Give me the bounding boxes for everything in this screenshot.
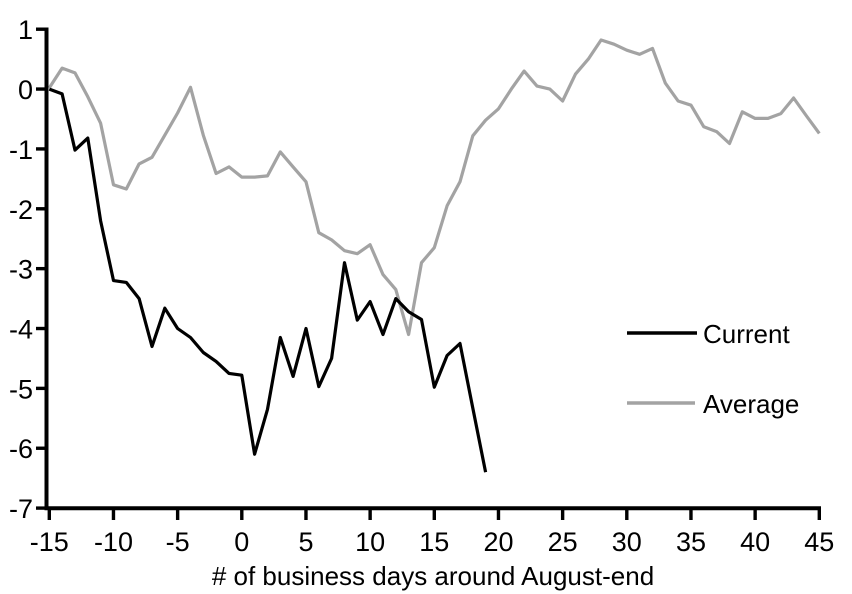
x-tick-label: 35	[676, 527, 706, 557]
x-tick-label: 10	[355, 527, 385, 557]
x-tick-label: 20	[483, 527, 513, 557]
y-tick-label: -7	[9, 494, 33, 524]
x-tick-label: 5	[298, 527, 313, 557]
y-axis-ticks	[36, 27, 46, 510]
x-tick-label: 15	[419, 527, 449, 557]
series-average-line	[47, 38, 821, 337]
legend-current-label: Current	[703, 319, 790, 349]
x-tick-label: 30	[612, 527, 642, 557]
x-tick-label: 0	[234, 527, 249, 557]
legend: Current Average	[627, 319, 799, 419]
series-current-line	[48, 87, 488, 473]
y-tick-label: -1	[9, 135, 33, 165]
y-tick-label: -5	[9, 374, 33, 404]
x-tick-label: -15	[30, 527, 69, 557]
y-tick-label: 0	[18, 75, 33, 105]
x-tick-label: -10	[94, 527, 133, 557]
y-tick-label: -2	[9, 195, 33, 225]
x-tick-label: 45	[804, 527, 834, 557]
x-tick-label: 25	[548, 527, 578, 557]
x-axis-tick-labels: -15 -10 -5 0 5 10 15 20 25 30 35 40 45	[30, 527, 835, 557]
x-tick-label: 40	[740, 527, 770, 557]
y-tick-label: -3	[9, 255, 33, 285]
y-tick-label: -4	[9, 315, 33, 345]
x-axis-ticks	[47, 508, 821, 520]
legend-average-label: Average	[703, 389, 799, 419]
x-axis-title: # of business days around August-end	[212, 561, 654, 591]
y-axis-tick-labels: 1 0 -1 -2 -3 -4 -5 -6 -7	[9, 15, 33, 524]
y-tick-label: 1	[18, 15, 33, 45]
y-tick-label: -6	[9, 434, 33, 464]
x-tick-label: -5	[166, 527, 190, 557]
